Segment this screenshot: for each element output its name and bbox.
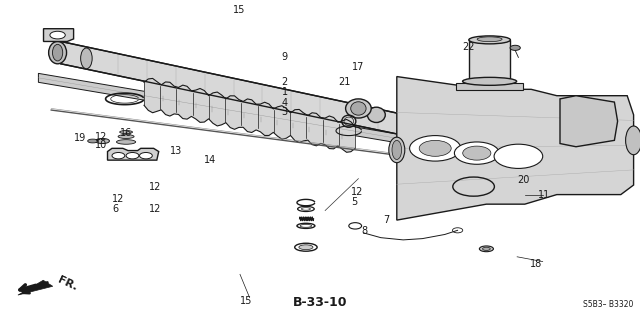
- Circle shape: [494, 144, 543, 168]
- Polygon shape: [468, 40, 511, 81]
- Text: B-33-10: B-33-10: [292, 296, 348, 309]
- Text: 1: 1: [282, 87, 288, 97]
- Ellipse shape: [426, 122, 438, 141]
- Ellipse shape: [88, 139, 98, 143]
- Ellipse shape: [389, 137, 405, 163]
- Ellipse shape: [351, 102, 366, 115]
- Text: 20: 20: [517, 175, 529, 185]
- Text: 17: 17: [352, 62, 364, 72]
- Text: 16: 16: [120, 128, 132, 138]
- Text: 2: 2: [282, 77, 288, 87]
- Text: 3: 3: [282, 107, 288, 117]
- Ellipse shape: [367, 107, 385, 122]
- Text: 12: 12: [148, 182, 161, 192]
- Text: 9: 9: [282, 52, 288, 63]
- Circle shape: [50, 31, 65, 39]
- Text: 14: 14: [204, 155, 216, 165]
- Text: 15: 15: [232, 4, 245, 15]
- Text: 8: 8: [362, 226, 368, 236]
- Circle shape: [126, 152, 139, 159]
- Circle shape: [112, 152, 125, 159]
- Ellipse shape: [468, 36, 511, 44]
- Ellipse shape: [392, 140, 402, 160]
- Text: 12: 12: [148, 204, 161, 214]
- Polygon shape: [456, 83, 524, 90]
- Polygon shape: [61, 41, 435, 142]
- Text: 19: 19: [74, 133, 86, 143]
- Polygon shape: [18, 280, 52, 295]
- Text: 22: 22: [462, 42, 475, 52]
- Ellipse shape: [626, 126, 640, 155]
- Ellipse shape: [477, 37, 502, 42]
- Polygon shape: [44, 29, 74, 41]
- Text: 5: 5: [351, 197, 357, 207]
- Polygon shape: [560, 96, 618, 147]
- Text: S5B3– B3320: S5B3– B3320: [583, 300, 634, 309]
- Ellipse shape: [299, 245, 313, 249]
- Ellipse shape: [120, 130, 132, 134]
- Polygon shape: [108, 148, 159, 160]
- Text: 18: 18: [530, 259, 542, 269]
- Ellipse shape: [118, 135, 134, 138]
- Ellipse shape: [81, 48, 92, 69]
- Text: 11: 11: [538, 189, 550, 200]
- Ellipse shape: [49, 41, 67, 64]
- Circle shape: [510, 45, 520, 50]
- Circle shape: [140, 152, 152, 159]
- Ellipse shape: [463, 77, 516, 85]
- Text: 6: 6: [112, 204, 118, 214]
- Ellipse shape: [95, 138, 109, 144]
- Text: 21: 21: [338, 77, 350, 87]
- Text: 12: 12: [95, 132, 107, 142]
- Text: 13: 13: [170, 145, 182, 156]
- Text: 12: 12: [112, 194, 124, 204]
- Text: 4: 4: [282, 98, 288, 108]
- Ellipse shape: [483, 247, 490, 250]
- Circle shape: [454, 142, 499, 164]
- Ellipse shape: [346, 99, 371, 118]
- Text: 12: 12: [351, 187, 363, 197]
- Polygon shape: [397, 77, 634, 220]
- Text: 7: 7: [383, 215, 389, 225]
- Circle shape: [410, 136, 461, 161]
- Text: 10: 10: [95, 140, 107, 150]
- Text: 15: 15: [240, 296, 252, 307]
- Polygon shape: [144, 78, 355, 152]
- Circle shape: [463, 146, 491, 160]
- Circle shape: [419, 140, 451, 156]
- Ellipse shape: [116, 140, 136, 144]
- Polygon shape: [38, 73, 557, 170]
- Text: FR.: FR.: [56, 274, 79, 292]
- Ellipse shape: [479, 246, 493, 252]
- Ellipse shape: [52, 44, 63, 61]
